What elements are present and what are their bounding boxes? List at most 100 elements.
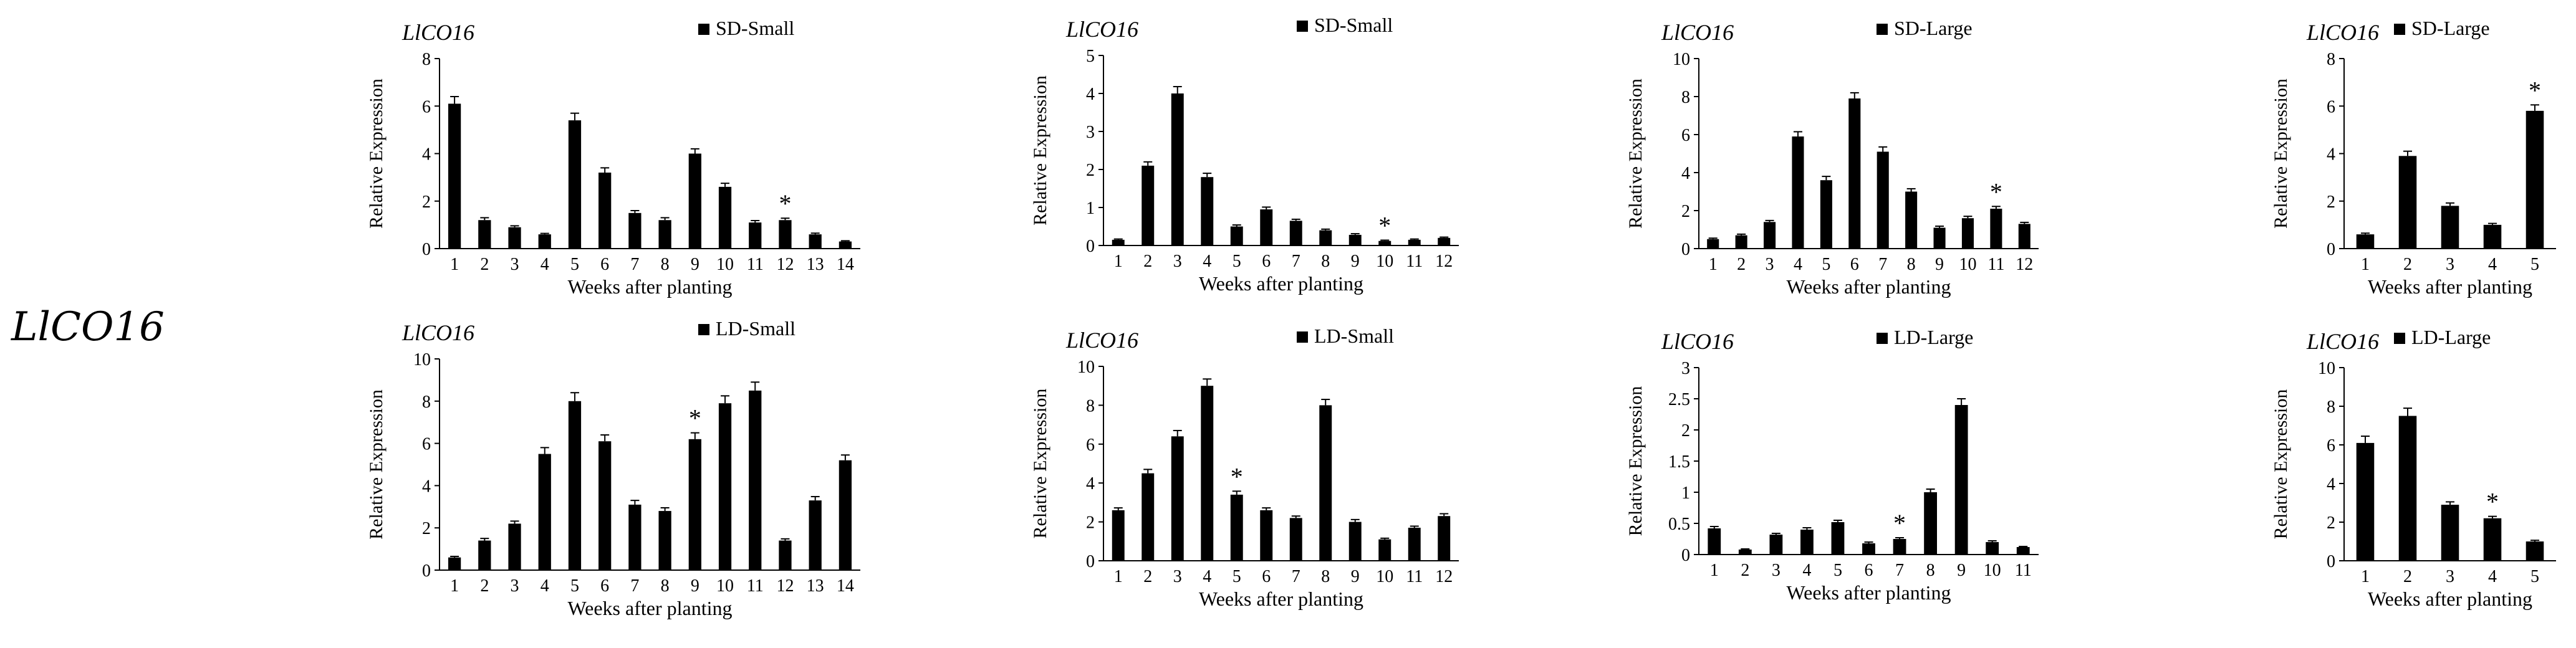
x-tick-label: 14 xyxy=(837,255,854,274)
x-tick-label: 2 xyxy=(1143,567,1152,586)
chart-gene-title: LlCO16 xyxy=(401,320,474,345)
bar xyxy=(1862,543,1875,555)
x-tick-label: 6 xyxy=(1865,561,1873,580)
y-tick-label: 2 xyxy=(2327,513,2335,533)
legend-swatch xyxy=(698,324,709,335)
x-tick-label: 9 xyxy=(1351,252,1360,271)
bar xyxy=(779,220,792,249)
x-tick-label: 10 xyxy=(716,255,734,274)
y-tick-label: 0 xyxy=(1681,546,1690,565)
legend-swatch xyxy=(1297,21,1308,32)
bar xyxy=(1348,234,1362,245)
bar xyxy=(688,153,701,249)
y-tick-label: 1 xyxy=(1681,484,1690,503)
x-tick-label: 1 xyxy=(1709,255,1718,274)
significance-asterisk: * xyxy=(2529,76,2541,104)
y-tick-label: 6 xyxy=(2327,436,2335,455)
chart-gene-title: LlCO16 xyxy=(1065,17,1138,42)
x-tick-label: 8 xyxy=(1926,561,1935,580)
y-tick-label: 8 xyxy=(1681,88,1690,107)
x-axis-title: Weeks after planting xyxy=(568,275,733,298)
bar xyxy=(1707,239,1719,249)
y-tick-label: 10 xyxy=(413,350,431,369)
x-tick-label: 2 xyxy=(480,255,489,274)
x-tick-label: 3 xyxy=(511,576,519,596)
bar xyxy=(1961,218,1974,249)
y-tick-label: 6 xyxy=(1086,436,1095,455)
x-axis-title: Weeks after planting xyxy=(1787,275,1951,298)
bar xyxy=(2356,442,2375,561)
x-tick-label: 1 xyxy=(450,576,459,596)
x-tick-label: 3 xyxy=(1772,561,1781,580)
bar xyxy=(2483,518,2502,561)
bar xyxy=(658,511,671,570)
x-tick-label: 8 xyxy=(661,255,670,274)
x-tick-label: 9 xyxy=(1957,561,1966,580)
x-tick-label: 12 xyxy=(1435,252,1453,271)
y-tick-label: 0 xyxy=(422,561,431,581)
bar xyxy=(478,220,491,249)
x-tick-label: 9 xyxy=(1935,255,1944,274)
bar xyxy=(1112,239,1125,245)
legend-label: LD-Large xyxy=(2411,326,2491,348)
legend-label: SD-Large xyxy=(1894,17,1973,39)
y-tick-label: 2 xyxy=(1681,202,1690,221)
y-tick-label: 1 xyxy=(1086,199,1095,218)
bar xyxy=(598,173,612,249)
x-tick-label: 3 xyxy=(1173,567,1182,586)
x-tick-label: 2 xyxy=(2403,255,2412,274)
legend-label: SD-Small xyxy=(1314,14,1393,36)
y-tick-label: 3 xyxy=(1086,123,1095,142)
bar xyxy=(1112,510,1125,561)
x-tick-label: 3 xyxy=(2446,567,2454,586)
bar xyxy=(718,186,732,249)
bar xyxy=(628,504,642,570)
x-tick-label: 7 xyxy=(630,255,639,274)
x-tick-label: 12 xyxy=(776,255,794,274)
y-tick-label: 4 xyxy=(2327,145,2335,164)
bar xyxy=(1378,539,1391,561)
x-tick-label: 8 xyxy=(1321,567,1330,586)
x-tick-label: 13 xyxy=(807,255,824,274)
x-axis-title: Weeks after planting xyxy=(2368,275,2532,298)
legend-swatch xyxy=(698,24,709,35)
bar xyxy=(749,222,762,249)
x-tick-label: 6 xyxy=(600,255,609,274)
x-tick-label: 7 xyxy=(630,576,639,596)
x-axis-title: Weeks after planting xyxy=(568,597,733,619)
bar xyxy=(749,390,762,570)
x-tick-label: 8 xyxy=(1907,255,1916,274)
row-gene-label: LlCO16 xyxy=(11,304,165,350)
x-tick-label: 11 xyxy=(2015,561,2032,580)
legend-swatch xyxy=(1877,333,1888,344)
y-tick-label: 1.5 xyxy=(1668,452,1690,472)
x-tick-label: 14 xyxy=(837,576,854,596)
bar xyxy=(2016,547,2030,555)
x-tick-label: 6 xyxy=(600,576,609,596)
bar xyxy=(508,227,521,249)
bar xyxy=(658,220,671,249)
bar xyxy=(1408,527,1421,561)
y-axis-title: Relative Expression xyxy=(1625,79,1646,229)
x-axis-title: Weeks after planting xyxy=(1787,581,1951,604)
chart-gene-title: LlCO16 xyxy=(1065,328,1138,353)
x-tick-label: 9 xyxy=(691,255,699,274)
x-tick-label: 5 xyxy=(1822,255,1830,274)
y-tick-label: 3 xyxy=(1681,359,1690,378)
y-tick-label: 2.5 xyxy=(1668,390,1690,409)
bar xyxy=(1260,510,1273,561)
y-tick-label: 4 xyxy=(422,145,431,164)
y-axis-title: Relative Expression xyxy=(1030,389,1050,539)
bar xyxy=(1260,209,1273,245)
y-tick-label: 2 xyxy=(422,519,431,538)
x-tick-label: 5 xyxy=(1233,252,1241,271)
bar xyxy=(1792,136,1804,249)
y-tick-label: 0 xyxy=(2327,552,2335,571)
bar xyxy=(1141,165,1155,245)
bar xyxy=(1764,222,1776,249)
x-tick-label: 9 xyxy=(1351,567,1360,586)
x-tick-label: 11 xyxy=(747,255,764,274)
y-tick-label: 2 xyxy=(422,193,431,212)
significance-asterisk: * xyxy=(1990,178,2002,206)
